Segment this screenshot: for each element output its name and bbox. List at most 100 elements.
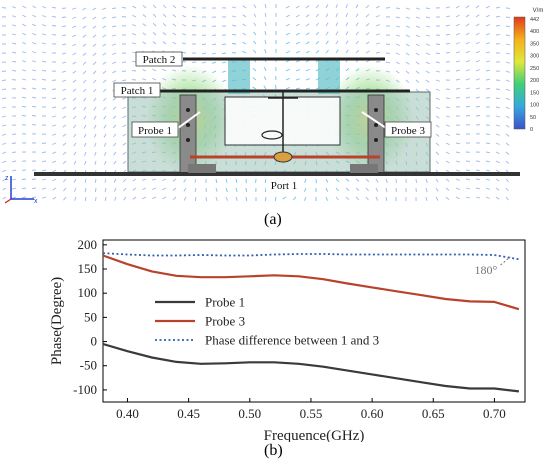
field-arrow [325, 4, 329, 9]
field-arrow [315, 4, 319, 9]
field-arrow [41, 51, 47, 54]
field-arrow [325, 178, 329, 183]
probe-1-screw [186, 138, 190, 142]
field-arrow [212, 70, 217, 74]
field-arrow [132, 196, 137, 200]
field-arrow [445, 160, 450, 164]
probe-3-screw [374, 138, 378, 142]
field-arrow [365, 187, 370, 192]
field-arrow [505, 133, 510, 137]
field-arrow [465, 41, 470, 45]
field-arrow [72, 97, 77, 102]
field-arrow [132, 5, 137, 9]
field-arrow [52, 196, 57, 200]
field-arrow [375, 24, 380, 27]
field-arrow [102, 34, 107, 38]
field-arrow [103, 142, 107, 147]
field-arrow [395, 43, 400, 46]
field-arrow [445, 115, 451, 118]
field-arrow [264, 30, 267, 36]
field-arrow [295, 69, 300, 72]
field-arrow [385, 52, 391, 55]
field-arrow [61, 25, 67, 28]
field-arrow [435, 160, 439, 165]
field-arrow [505, 160, 510, 165]
field-arrow [122, 160, 127, 164]
field-arrow [355, 22, 359, 27]
field-arrow [425, 178, 428, 183]
field-arrow [285, 32, 290, 36]
field-arrow [152, 41, 157, 45]
field-arrow [42, 5, 47, 9]
field-arrow [315, 50, 320, 54]
field-arrow [12, 187, 17, 190]
field-arrow [264, 49, 267, 54]
field-arrow [142, 23, 147, 27]
field-arrow [162, 13, 167, 18]
probe-3-screw [374, 123, 378, 127]
field-arrow [285, 50, 290, 54]
field-arrow [375, 187, 379, 192]
field-arrow [455, 196, 460, 200]
ground-foot-right [350, 164, 378, 173]
field-arrow [94, 178, 97, 183]
field-arrow [52, 160, 57, 164]
field-arrow [315, 31, 320, 36]
field-arrow [292, 196, 297, 201]
field-arrow [455, 178, 460, 181]
field-arrow [123, 196, 127, 201]
field-arrow [201, 52, 207, 55]
field-arrow [52, 178, 57, 182]
field-arrow [32, 105, 37, 108]
y-tick-label: -50 [80, 358, 97, 373]
field-arrow [202, 61, 207, 64]
field-arrow [465, 169, 470, 172]
field-arrow [93, 133, 97, 138]
field-arrow [295, 78, 300, 81]
panel-b-caption: (b) [264, 442, 283, 459]
field-arrow [455, 69, 461, 72]
field-arrow [425, 79, 430, 83]
legend-label-2: Probe 3 [205, 314, 245, 329]
x-tick-label: 0.45 [177, 406, 200, 421]
field-arrow [505, 25, 510, 28]
series-line-1 [102, 342, 520, 393]
field-arrow [41, 178, 47, 181]
field-arrow [92, 25, 97, 29]
field-arrow [505, 16, 511, 19]
field-arrow [11, 142, 17, 144]
field-arrow [162, 187, 167, 191]
field-arrow [445, 151, 450, 155]
field-arrow [345, 187, 350, 191]
field-arrow [505, 52, 510, 55]
field-arrow [405, 34, 410, 38]
field-arrow [495, 196, 500, 200]
field-arrow [395, 52, 400, 56]
field-arrow [405, 61, 410, 65]
field-arrow [485, 14, 490, 18]
field-arrow [83, 124, 87, 129]
field-arrow [122, 133, 127, 137]
field-arrow [425, 34, 430, 37]
field-arrow [142, 178, 147, 181]
field-arrow [122, 6, 127, 9]
field-arrow [32, 96, 37, 99]
field-arrow [2, 151, 7, 155]
field-arrow [305, 87, 311, 90]
field-arrow [172, 23, 177, 27]
field-arrow [365, 4, 370, 9]
field-arrow [102, 52, 107, 56]
field-arrow [183, 196, 187, 201]
field-arrow [475, 5, 480, 9]
field-arrow [445, 97, 451, 100]
field-arrow [72, 61, 77, 65]
field-arrow [355, 196, 360, 201]
field-arrow [405, 25, 410, 29]
field-arrow [162, 68, 167, 72]
field-arrow [274, 196, 277, 201]
field-arrow [52, 97, 57, 100]
field-arrow [445, 142, 450, 146]
field-arrow [62, 133, 67, 137]
field-arrow [41, 142, 47, 144]
axis-x-glyph: x [34, 198, 38, 205]
